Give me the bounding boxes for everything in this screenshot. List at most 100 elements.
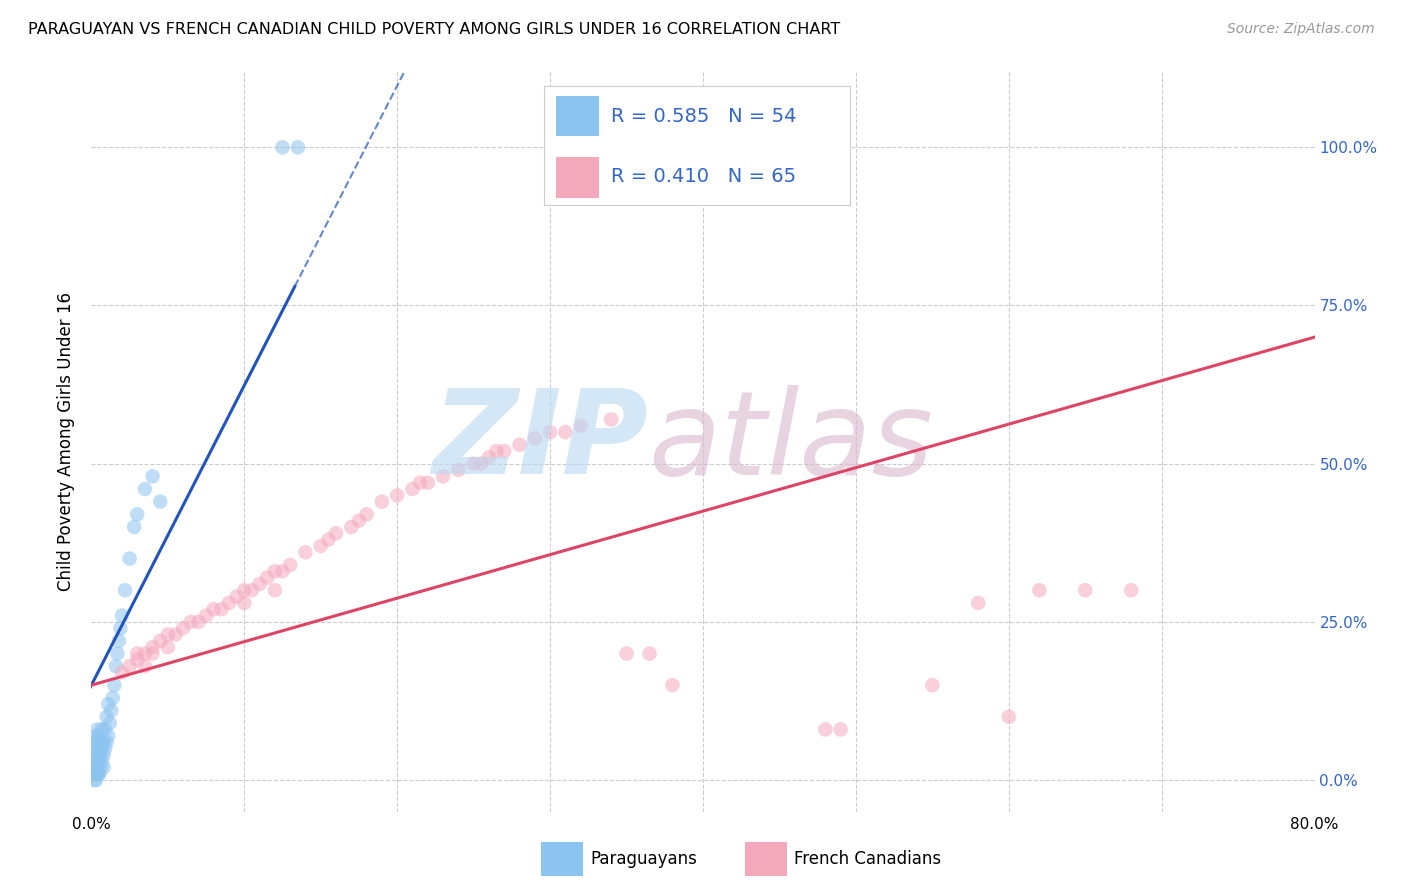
Point <box>105 647 128 661</box>
Point <box>325 526 347 541</box>
Point <box>309 539 332 553</box>
Point <box>114 583 136 598</box>
Point <box>91 741 114 756</box>
Point <box>249 577 271 591</box>
Point <box>385 488 409 502</box>
Point <box>83 735 105 749</box>
Point <box>371 494 394 508</box>
Point <box>87 741 110 756</box>
Point <box>165 627 187 641</box>
Point <box>84 741 107 756</box>
Point <box>101 690 124 705</box>
Point <box>134 659 156 673</box>
Point <box>82 754 104 768</box>
Point <box>264 583 287 598</box>
Point <box>478 450 501 465</box>
Point <box>84 766 107 780</box>
Point <box>127 508 149 522</box>
Point <box>149 633 172 648</box>
Point <box>218 596 240 610</box>
Point <box>1028 583 1050 598</box>
Point <box>83 773 105 788</box>
Point <box>264 564 287 578</box>
Point <box>271 564 294 578</box>
Point <box>86 766 108 780</box>
Point <box>104 659 127 673</box>
Point <box>87 766 110 780</box>
Text: PARAGUAYAN VS FRENCH CANADIAN CHILD POVERTY AMONG GIRLS UNDER 16 CORRELATION CHA: PARAGUAYAN VS FRENCH CANADIAN CHILD POVE… <box>28 22 841 37</box>
Point <box>84 773 107 788</box>
Point <box>87 729 110 743</box>
Point <box>616 647 638 661</box>
Point <box>83 760 105 774</box>
Point <box>538 425 561 439</box>
Point <box>127 647 149 661</box>
Point <box>103 678 125 692</box>
Text: atlas: atlas <box>648 384 934 499</box>
Text: Paraguayans: Paraguayans <box>591 850 697 868</box>
Point <box>83 747 105 762</box>
Point <box>93 735 115 749</box>
Point <box>141 647 163 661</box>
Point <box>108 633 131 648</box>
Point <box>830 723 852 737</box>
Point <box>97 729 120 743</box>
Point <box>172 621 194 635</box>
Point <box>118 659 141 673</box>
Point <box>195 608 218 623</box>
Point <box>494 444 516 458</box>
Point <box>86 760 108 774</box>
Point <box>661 678 683 692</box>
Point <box>523 431 546 445</box>
Point <box>87 754 110 768</box>
Point <box>554 425 576 439</box>
Point <box>225 590 247 604</box>
Point <box>233 596 256 610</box>
Point <box>86 747 108 762</box>
Point <box>111 608 134 623</box>
Point <box>96 735 118 749</box>
Point <box>967 596 990 610</box>
Point <box>509 438 531 452</box>
Point <box>463 457 485 471</box>
Point <box>93 747 115 762</box>
Point <box>814 723 837 737</box>
Point <box>94 741 117 756</box>
Point <box>87 766 110 780</box>
Text: French Canadians: French Canadians <box>794 850 942 868</box>
Point <box>921 678 943 692</box>
Point <box>84 729 107 743</box>
Point <box>84 754 107 768</box>
Point <box>409 475 432 490</box>
Point <box>97 697 120 711</box>
Point <box>1121 583 1143 598</box>
Point <box>141 469 163 483</box>
Text: Source: ZipAtlas.com: Source: ZipAtlas.com <box>1227 22 1375 37</box>
Point <box>600 412 623 426</box>
Point <box>638 647 661 661</box>
Point <box>447 463 470 477</box>
Point <box>318 533 340 547</box>
Point <box>569 418 592 433</box>
Point <box>294 545 316 559</box>
Point <box>287 140 309 154</box>
Point <box>141 640 163 655</box>
Point <box>347 514 370 528</box>
Point <box>110 621 132 635</box>
Point <box>156 627 179 641</box>
Point <box>1074 583 1097 598</box>
Point <box>209 602 232 616</box>
Point <box>240 583 263 598</box>
Point <box>90 735 112 749</box>
Point <box>485 444 508 458</box>
Text: ZIP: ZIP <box>432 384 648 499</box>
Point <box>256 571 278 585</box>
Point <box>470 457 492 471</box>
Point <box>416 475 439 490</box>
Point <box>401 482 423 496</box>
Point <box>90 760 112 774</box>
Point <box>111 665 134 680</box>
Y-axis label: Child Poverty Among Girls Under 16: Child Poverty Among Girls Under 16 <box>58 292 76 591</box>
Point <box>82 766 104 780</box>
Point <box>998 710 1021 724</box>
